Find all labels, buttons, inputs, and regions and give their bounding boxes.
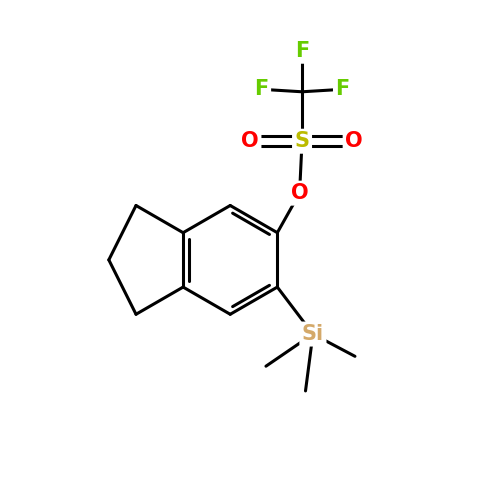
Text: F: F bbox=[254, 80, 268, 100]
Text: Si: Si bbox=[302, 324, 324, 344]
Text: O: O bbox=[242, 131, 259, 151]
Text: O: O bbox=[345, 131, 363, 151]
Text: F: F bbox=[295, 41, 309, 61]
Text: S: S bbox=[294, 131, 310, 151]
Text: F: F bbox=[336, 80, 349, 100]
Text: O: O bbox=[291, 183, 308, 203]
